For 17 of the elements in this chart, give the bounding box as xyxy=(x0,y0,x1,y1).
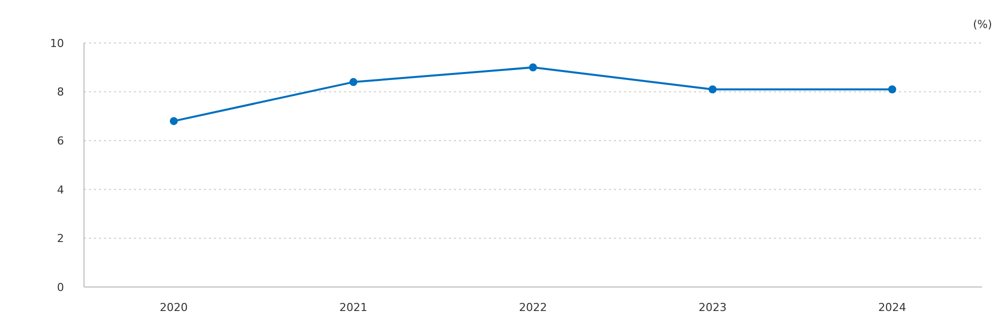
y-tick-label: 6 xyxy=(57,134,64,148)
x-tick-label: 2020 xyxy=(160,300,188,314)
point xyxy=(529,63,537,72)
x-tick-label: 2021 xyxy=(339,300,368,314)
point xyxy=(349,78,358,86)
y-tick-label: 8 xyxy=(57,86,64,99)
y-axis-title: (%) xyxy=(972,18,992,31)
x-tick-label: 2024 xyxy=(878,300,906,314)
y-tick-label: 10 xyxy=(50,36,64,50)
point xyxy=(170,117,178,126)
point xyxy=(888,85,896,94)
y-tick-label: 2 xyxy=(57,232,64,246)
x-tick-label: 2023 xyxy=(698,300,727,314)
point xyxy=(708,85,717,94)
x-tick-label: 2022 xyxy=(519,300,547,314)
y-tick-label: 4 xyxy=(57,183,64,196)
y-tick-label: 0 xyxy=(57,280,64,294)
